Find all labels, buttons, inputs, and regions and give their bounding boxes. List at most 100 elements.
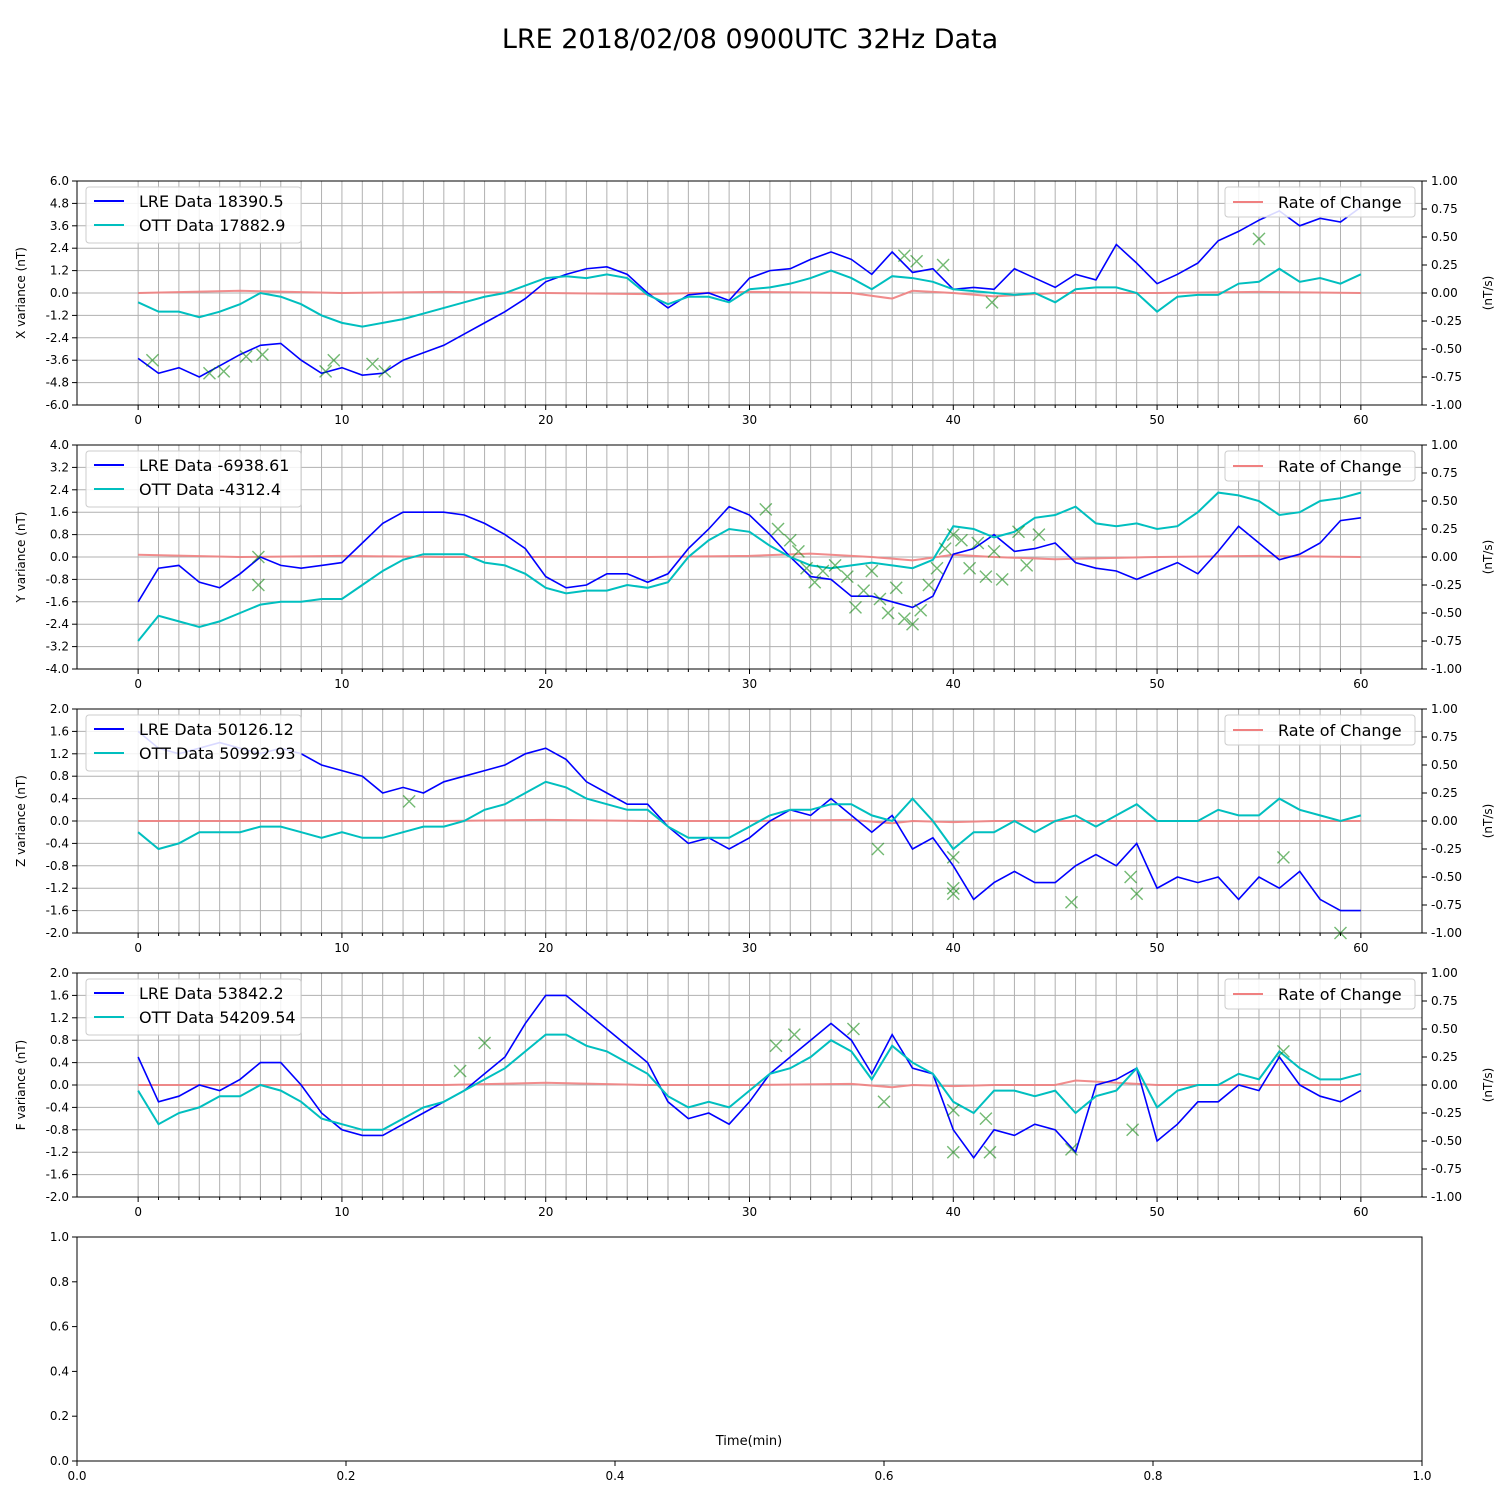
marker-x	[871, 842, 885, 856]
marker-x	[987, 544, 1001, 558]
legend-box	[1224, 450, 1416, 482]
y-tick-label: 3.6	[50, 219, 69, 233]
marker-stroke	[865, 564, 879, 578]
y2-tick-label: 0.25	[1431, 1050, 1458, 1064]
marker-x	[946, 1145, 960, 1159]
y2-tick-label: 0.00	[1431, 1078, 1458, 1092]
marker-stroke	[930, 561, 944, 575]
x-tick-label: 20	[538, 677, 553, 691]
x-tick-label: 60	[1353, 1205, 1368, 1219]
y-tick-label: -0.8	[46, 1123, 69, 1137]
marker-x	[910, 254, 924, 268]
x-tick-label: 0.8	[1143, 1469, 1162, 1483]
x-tick-label: 0	[134, 1205, 142, 1219]
y-tick-label: -1.2	[46, 881, 69, 895]
y2-tick-label: 0.50	[1431, 494, 1458, 508]
series-line-lre	[137, 206, 1362, 378]
marker-x	[906, 617, 920, 631]
marker-x	[1124, 870, 1138, 884]
y-tick-label: -2.0	[46, 1190, 69, 1204]
y2-tick-label: -0.50	[1431, 342, 1462, 356]
marker-stroke	[877, 1095, 891, 1109]
y-tick-label: 0.0	[50, 1454, 69, 1468]
y2-tick-label: -0.75	[1431, 370, 1462, 384]
y-tick-label: -1.6	[46, 904, 69, 918]
y-tick-label: -2.0	[46, 926, 69, 940]
series-line-rate-of-change	[138, 289, 1361, 300]
legend-label: OTT Data -4312.4	[139, 480, 281, 499]
y-tick-label: 0.2	[50, 1409, 69, 1423]
y-tick-label: 4.8	[50, 196, 69, 210]
marker-stroke	[848, 600, 862, 614]
marker-stroke	[873, 592, 887, 606]
marker-stroke	[946, 887, 960, 901]
marker-x	[808, 575, 822, 589]
y2-axis-label: (nT/s)	[1481, 540, 1495, 575]
marker-stroke	[251, 550, 265, 564]
x-tick-label: 40	[946, 413, 961, 427]
marker-x	[1276, 1044, 1290, 1058]
y2-axis-label: (nT/s)	[1481, 804, 1495, 839]
y-tick-label: 3.2	[50, 460, 69, 474]
legend-box	[85, 978, 302, 1036]
marker-stroke	[897, 249, 911, 263]
y-tick-label: 0.0	[50, 1078, 69, 1092]
y2-tick-label: -0.25	[1431, 842, 1462, 856]
y2-tick-label: -0.25	[1431, 1106, 1462, 1120]
legend-box	[85, 186, 302, 244]
y2-tick-label: -1.00	[1431, 926, 1462, 940]
marker-stroke	[1130, 887, 1144, 901]
legend-right: Rate of Change	[1224, 978, 1416, 1010]
marker-stroke	[769, 1039, 783, 1053]
y-tick-label: 6.0	[50, 174, 69, 188]
legend-label: Rate of Change	[1278, 193, 1402, 212]
legend-label: LRE Data 53842.2	[139, 984, 284, 1003]
marker-x	[1032, 528, 1046, 542]
marker-x	[327, 353, 341, 367]
y2-tick-label: -0.75	[1431, 634, 1462, 648]
subplot-3: 0 10 20 30 40 50 60 2.0 1.6 1.2 0.8 0.4 0.0 -0.4 -0.8 -…	[14, 702, 1495, 955]
marker-stroke	[808, 575, 822, 589]
legend-label: Rate of Change	[1278, 457, 1402, 476]
legend-label: Rate of Change	[1278, 721, 1402, 740]
marker-x	[985, 295, 999, 309]
y-tick-label: 0.4	[50, 792, 69, 806]
marker-stroke	[871, 842, 885, 856]
marker-stroke	[239, 349, 253, 363]
marker-x	[983, 1145, 997, 1159]
marker-x	[873, 592, 887, 606]
marker-x	[759, 502, 773, 516]
marker-stroke	[402, 794, 416, 808]
marker-x	[791, 544, 805, 558]
marker-x	[946, 528, 960, 542]
marker-stroke	[857, 584, 871, 598]
x-tick-label: 20	[538, 1205, 553, 1219]
y2-tick-label: 0.00	[1431, 814, 1458, 828]
marker-stroke	[881, 606, 895, 620]
subplot-2: 0 10 20 30 40 50 60 4.0 3.2 2.4 1.6 0.8 0.0 -0.8 -1.6 -…	[14, 438, 1495, 691]
legend-box	[1224, 186, 1416, 218]
marker-stroke	[251, 578, 265, 592]
y2-tick-label: -0.25	[1431, 578, 1462, 592]
marker-stroke	[938, 542, 952, 556]
legend-right: Rate of Change	[1224, 186, 1416, 218]
marker-x	[897, 249, 911, 263]
y2-tick-label: 0.50	[1431, 758, 1458, 772]
plot-frame	[76, 1236, 1423, 1462]
marker-stroke	[936, 258, 950, 272]
y-tick-label: 1.0	[50, 1230, 69, 1244]
marker-x	[979, 570, 993, 584]
y2-tick-label: 0.25	[1431, 786, 1458, 800]
marker-x	[979, 1112, 993, 1126]
y-tick-label: -0.8	[46, 859, 69, 873]
marker-x	[251, 550, 265, 564]
marker-x	[787, 1028, 801, 1042]
marker-x	[239, 349, 253, 363]
marker-x	[914, 603, 928, 617]
series-line-lre	[137, 730, 1361, 912]
x-tick-label: 1.0	[1412, 1469, 1431, 1483]
marker-stroke	[365, 357, 379, 371]
y-tick-label: 4.0	[50, 438, 69, 452]
y-tick-label: 1.2	[50, 1011, 69, 1025]
y2-tick-label: -0.75	[1431, 1162, 1462, 1176]
